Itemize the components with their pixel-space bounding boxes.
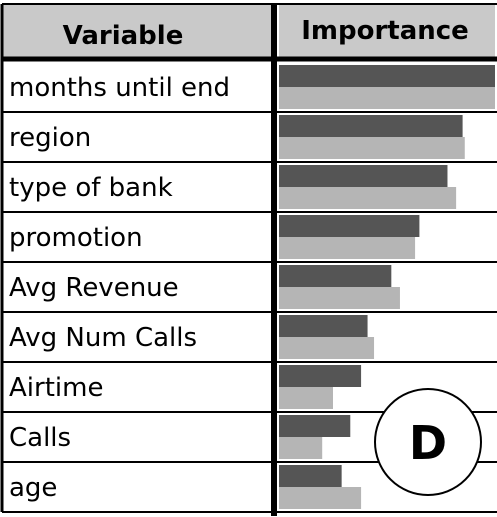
importance-bar-light (279, 387, 333, 409)
variable-header-cell (3, 4, 271, 57)
panel-badge: D (374, 388, 482, 496)
importance-bar-light (279, 287, 400, 309)
importance-bar-dark (279, 315, 368, 337)
importance-bar-light (279, 187, 457, 209)
importance-bar-light (279, 337, 375, 359)
variable-label: type of bank (9, 173, 173, 203)
importance-bar-light (279, 137, 465, 159)
importance-bar-dark (279, 465, 342, 487)
header-row: Variable Importance (3, 4, 495, 57)
importance-bar-dark (279, 265, 392, 287)
importance-bar-light (279, 237, 416, 259)
variable-label: months until end (9, 73, 230, 103)
variable-label: Avg Num Calls (9, 323, 197, 353)
importance-header-cell (279, 4, 495, 57)
variable-header: Variable (63, 21, 184, 51)
variable-label: Airtime (9, 373, 103, 403)
badge-circle (374, 388, 482, 496)
variable-label: region (9, 123, 91, 153)
importance-bars (279, 65, 495, 509)
importance-bar-dark (279, 215, 420, 237)
variable-label: Avg Revenue (9, 273, 179, 303)
importance-bar-dark (279, 165, 448, 187)
variable-label: Calls (9, 423, 71, 453)
importance-bar-dark (279, 115, 463, 137)
variable-rows: months until end region type of bank promot… (9, 73, 230, 503)
importance-bar-dark (279, 415, 351, 437)
importance-bar-light (279, 487, 362, 509)
importance-bar-light (279, 437, 323, 459)
importance-bar-dark (279, 65, 495, 87)
importance-bar-dark (279, 365, 362, 387)
badge-letter: D (409, 416, 447, 470)
variable-label: promotion (9, 223, 143, 253)
variable-label: age (9, 473, 57, 503)
importance-header: Importance (301, 16, 469, 46)
importance-bar-light (279, 87, 495, 109)
